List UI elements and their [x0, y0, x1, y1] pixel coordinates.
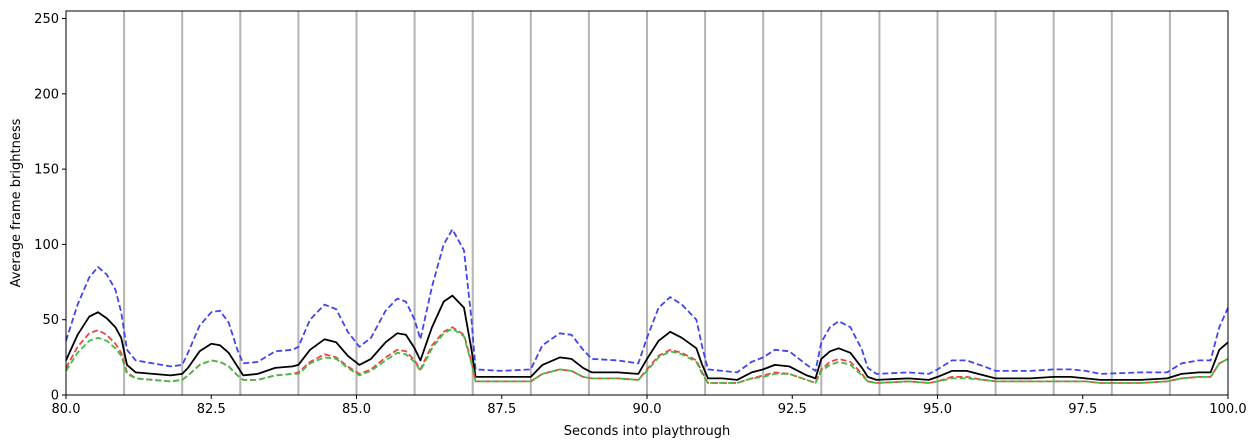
y-axis-label: Average frame brightness — [9, 118, 24, 287]
series-line-4 — [65, 327, 1229, 384]
y-tick-label: 250 — [34, 12, 59, 27]
second-markers — [123, 11, 1171, 395]
series-line-2 — [65, 294, 1229, 381]
series-line-1 — [65, 228, 1229, 375]
x-axis: 80.0 82.5 85.0 87.5 90.0 92.5 95.0 97.5 100.0 — [52, 395, 1247, 417]
x-tick-label: 100.0 — [1209, 402, 1246, 417]
y-tick-label: 50 — [42, 313, 59, 328]
y-tick-label: 150 — [34, 163, 59, 178]
x-tick-label: 87.5 — [487, 402, 516, 417]
x-tick-label: 95.0 — [923, 402, 952, 417]
x-tick-label: 90.0 — [633, 402, 662, 417]
y-axis: 0 50 100 150 200 250 — [34, 12, 66, 404]
y-tick-label: 200 — [34, 87, 59, 102]
x-tick-label: 97.5 — [1068, 402, 1097, 417]
x-tick-label: 80.0 — [52, 402, 81, 417]
x-axis-label: Seconds into playthrough — [564, 424, 730, 439]
y-tick-label: 100 — [34, 238, 59, 253]
x-tick-label: 82.5 — [197, 402, 226, 417]
x-tick-label: 92.5 — [778, 402, 807, 417]
y-tick-label: 0 — [51, 389, 59, 404]
x-tick-label: 85.0 — [342, 402, 371, 417]
series-layer — [65, 228, 1229, 384]
